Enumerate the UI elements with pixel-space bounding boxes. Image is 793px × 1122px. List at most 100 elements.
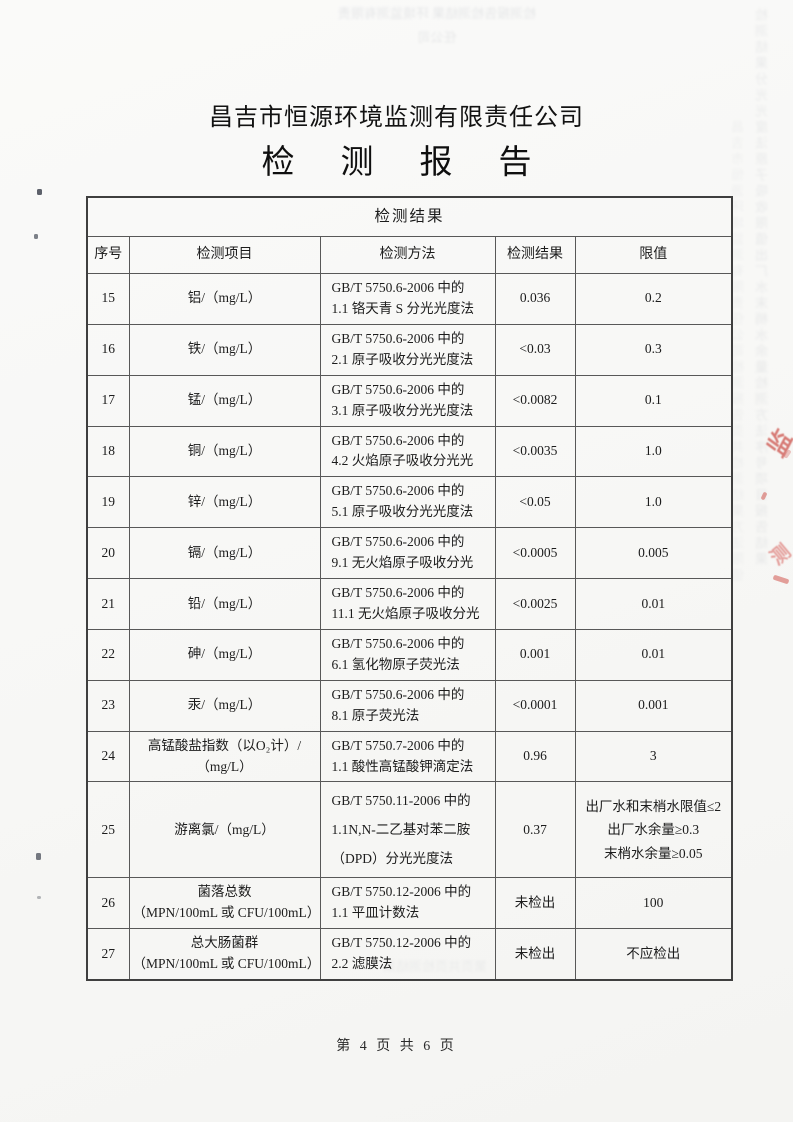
cell-test-method: GB/T 5750.6-2006 中的 1.1 铬天青 S 分光光度法 bbox=[319, 273, 496, 325]
cell-test-method: GB/T 5750.6-2006 中的 2.1 原子吸收分光光度法 bbox=[319, 323, 496, 376]
cell-test-result: 未检出 bbox=[494, 928, 576, 981]
cell-serial-number: 26 bbox=[86, 877, 130, 930]
company-name: 昌吉市恒源环境监测有限责任公司 bbox=[209, 105, 584, 131]
cell-serial-number: 15 bbox=[86, 273, 130, 325]
table-row: 26 菌落总数 （MPN/100mL 或 CFU/100mL） GB/T 575… bbox=[86, 877, 733, 930]
scan-speck bbox=[37, 896, 41, 899]
table-header-row: 序号 检测项目 检测方法 检测结果 限值 bbox=[86, 236, 733, 274]
column-header-item: 检测项目 bbox=[128, 236, 321, 274]
cell-test-item: 铅/（mg/L） bbox=[128, 578, 321, 630]
cell-test-item: 砷/（mg/L） bbox=[128, 628, 321, 681]
cell-test-item: 铁/（mg/L） bbox=[128, 323, 321, 376]
table-row: 20 镉/（mg/L） GB/T 5750.6-2006 中的 9.1 无火焰原… bbox=[86, 527, 733, 580]
cell-serial-number: 21 bbox=[86, 578, 130, 630]
table-title: 检测结果 bbox=[86, 196, 733, 237]
cell-test-item: 铝/（mg/L） bbox=[128, 273, 321, 325]
scan-speck bbox=[37, 189, 42, 195]
cell-test-method: GB/T 5750.7-2006 中的 1.1 酸性高锰酸钾滴定法 bbox=[319, 730, 496, 783]
cell-limit-value: 0.001 bbox=[574, 679, 733, 732]
cell-serial-number: 19 bbox=[86, 476, 130, 529]
scan-speck bbox=[34, 234, 38, 239]
cell-serial-number: 27 bbox=[86, 928, 130, 981]
table-row: 22 砷/（mg/L） GB/T 5750.6-2006 中的 6.1 氢化物原… bbox=[86, 628, 733, 681]
table-row: 15 铝/（mg/L） GB/T 5750.6-2006 中的 1.1 铬天青 … bbox=[86, 273, 733, 325]
cell-serial-number: 16 bbox=[86, 323, 130, 376]
cell-limit-value: 0.005 bbox=[574, 527, 733, 580]
results-tbody: 15 铝/（mg/L） GB/T 5750.6-2006 中的 1.1 铬天青 … bbox=[86, 273, 733, 981]
table-row: 16 铁/（mg/L） GB/T 5750.6-2006 中的 2.1 原子吸收… bbox=[86, 323, 733, 376]
cell-limit-value: 0.01 bbox=[574, 628, 733, 681]
cell-serial-number: 17 bbox=[86, 374, 130, 427]
cell-test-result: 0.001 bbox=[494, 628, 576, 681]
table-row: 17 锰/（mg/L） GB/T 5750.6-2006 中的 3.1 原子吸收… bbox=[86, 374, 733, 427]
cell-test-item: 铜/（mg/L） bbox=[128, 425, 321, 478]
cell-limit-value: 0.3 bbox=[574, 323, 733, 376]
results-table-head: 检测结果 序号 检测项目 检测方法 检测结果 限值 bbox=[86, 196, 733, 274]
cell-limit-value: 出厂水和末梢水限值≤2 出厂水余量≥0.3 末梢水余量≥0.05 bbox=[574, 781, 733, 879]
scan-speck bbox=[36, 853, 41, 860]
table-row: 25 游离氯/（mg/L） GB/T 5750.11-2006 中的 1.1N,… bbox=[86, 781, 733, 879]
stamp-mark bbox=[760, 491, 768, 501]
cell-test-item: 汞/（mg/L） bbox=[128, 679, 321, 732]
cell-test-result: 0.96 bbox=[494, 730, 576, 783]
page-indicator: 第 4 页 共 6 页 bbox=[336, 1039, 457, 1054]
table-row: 27 总大肠菌群 （MPN/100mL 或 CFU/100mL） GB/T 57… bbox=[86, 928, 733, 981]
cell-test-method: GB/T 5750.6-2006 中的 5.1 原子吸收分光光度法 bbox=[319, 476, 496, 529]
cell-test-item: 锌/（mg/L） bbox=[128, 476, 321, 529]
column-header-no: 序号 bbox=[86, 236, 130, 274]
cell-limit-value: 1.0 bbox=[574, 425, 733, 478]
cell-limit-value: 0.1 bbox=[574, 374, 733, 427]
cell-limit-value: 3 bbox=[574, 730, 733, 783]
cell-test-item: 锰/（mg/L） bbox=[128, 374, 321, 427]
stamp-mark bbox=[783, 449, 792, 459]
cell-limit-value: 不应检出 bbox=[574, 928, 733, 981]
column-header-limit: 限值 bbox=[574, 236, 733, 274]
cell-serial-number: 25 bbox=[86, 781, 130, 879]
cell-test-result: <0.03 bbox=[494, 323, 576, 376]
cell-test-method: GB/T 5750.12-2006 中的 1.1 平皿计数法 bbox=[319, 877, 496, 930]
cell-test-result: 未检出 bbox=[494, 877, 576, 930]
cell-limit-value: 100 bbox=[574, 877, 733, 930]
cell-test-item: 游离氯/（mg/L） bbox=[128, 781, 321, 879]
cell-test-result: <0.0082 bbox=[494, 374, 576, 427]
table-row: 24 高锰酸盐指数（以O₂计）/ （mg/L） GB/T 5750.7-2006… bbox=[86, 730, 733, 783]
cell-test-method: GB/T 5750.6-2006 中的 4.2 火焰原子吸收分光光 bbox=[319, 425, 496, 478]
cell-test-method: GB/T 5750.6-2006 中的 11.1 无火焰原子吸收分光 bbox=[319, 578, 496, 630]
cell-test-result: <0.05 bbox=[494, 476, 576, 529]
cell-test-result: 0.37 bbox=[494, 781, 576, 879]
cell-test-item: 菌落总数 （MPN/100mL 或 CFU/100mL） bbox=[128, 877, 321, 930]
cell-serial-number: 22 bbox=[86, 628, 130, 681]
cell-test-result: <0.0025 bbox=[494, 578, 576, 630]
cell-test-method: GB/T 5750.6-2006 中的 3.1 原子吸收分光光度法 bbox=[319, 374, 496, 427]
table-row: 19 锌/（mg/L） GB/T 5750.6-2006 中的 5.1 原子吸收… bbox=[86, 476, 733, 529]
cell-serial-number: 20 bbox=[86, 527, 130, 580]
cell-test-method: GB/T 5750.12-2006 中的 2.2 滤膜法 bbox=[319, 928, 496, 981]
report-title: 检测报告 bbox=[261, 145, 578, 181]
cell-serial-number: 24 bbox=[86, 730, 130, 783]
cell-serial-number: 18 bbox=[86, 425, 130, 478]
stamp-character: 监 bbox=[764, 425, 793, 462]
cell-test-method: GB/T 5750.11-2006 中的 1.1N,N-二乙基对苯二胺 （DPD… bbox=[319, 781, 496, 879]
cell-test-item: 总大肠菌群 （MPN/100mL 或 CFU/100mL） bbox=[128, 928, 321, 981]
cell-serial-number: 23 bbox=[86, 679, 130, 732]
stamp-mark bbox=[772, 574, 790, 585]
cell-test-result: <0.0035 bbox=[494, 425, 576, 478]
table-title-row: 检测结果 bbox=[86, 196, 733, 237]
table-row: 21 铅/（mg/L） GB/T 5750.6-2006 中的 11.1 无火焰… bbox=[86, 578, 733, 630]
table-row: 18 铜/（mg/L） GB/T 5750.6-2006 中的 4.2 火焰原子… bbox=[86, 425, 733, 478]
cell-test-method: GB/T 5750.6-2006 中的 9.1 无火焰原子吸收分光 bbox=[319, 527, 496, 580]
column-header-result: 检测结果 bbox=[494, 236, 576, 274]
cell-test-item: 高锰酸盐指数（以O₂计）/ （mg/L） bbox=[128, 730, 321, 783]
cell-limit-value: 0.2 bbox=[574, 273, 733, 325]
cell-limit-value: 0.01 bbox=[574, 578, 733, 630]
cell-test-method: GB/T 5750.6-2006 中的 8.1 原子荧光法 bbox=[319, 679, 496, 732]
cell-test-result: 0.036 bbox=[494, 273, 576, 325]
cell-limit-value: 1.0 bbox=[574, 476, 733, 529]
results-table: 检测结果 序号 检测项目 检测方法 检测结果 限值 15 铝/（mg/L） GB… bbox=[86, 196, 734, 982]
table-row: 23 汞/（mg/L） GB/T 5750.6-2006 中的 8.1 原子荧光… bbox=[86, 679, 733, 732]
cell-test-result: <0.0001 bbox=[494, 679, 576, 732]
cell-test-item: 镉/（mg/L） bbox=[128, 527, 321, 580]
bleedthrough-artifact: 检测报告检测结果 环境监测有限责任公司 bbox=[337, 6, 537, 45]
column-header-method: 检测方法 bbox=[319, 236, 496, 274]
